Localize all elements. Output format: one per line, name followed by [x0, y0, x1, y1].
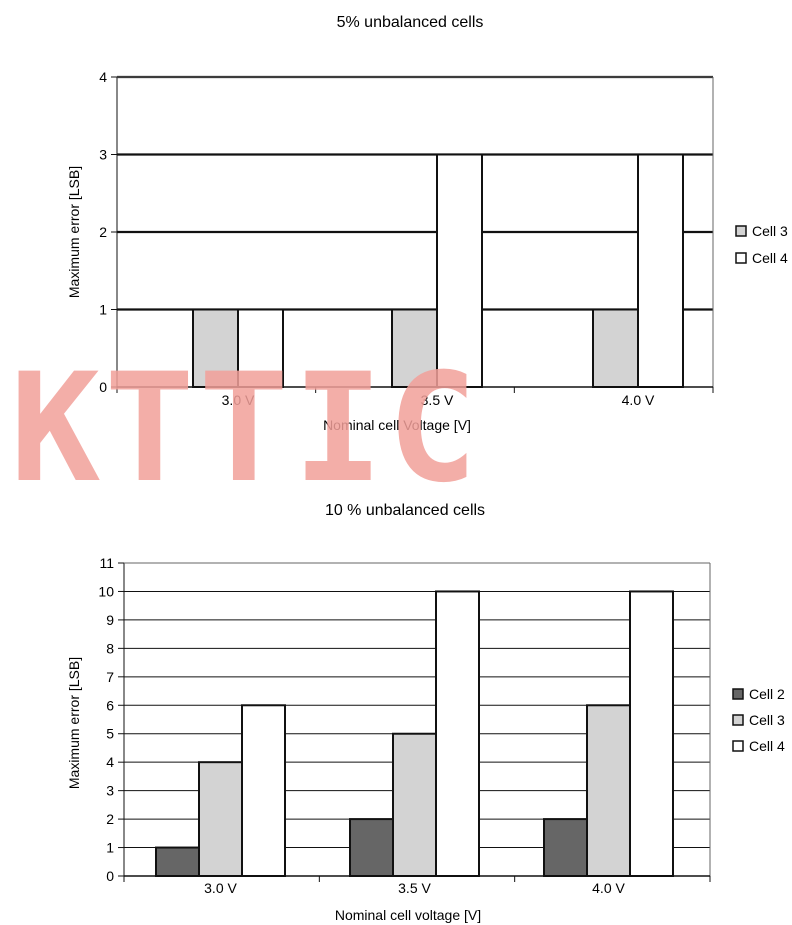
y-tick-label: 2	[106, 811, 114, 827]
y-tick-label: 3	[106, 783, 114, 799]
bar-cell-3-2	[592, 308, 639, 388]
legend: Cell 3 Cell 4	[735, 223, 788, 266]
axes: 0 1 2 3 4 3.0 V 3.5 V 4.0 V	[99, 69, 714, 408]
legend-swatch	[735, 225, 747, 237]
legend-label: Cell 4	[749, 738, 785, 754]
y-tick-label: 2	[99, 224, 107, 240]
legend-swatch	[732, 714, 744, 726]
x-tick-label: 3.5 V	[421, 392, 454, 408]
chart-bottom: 10 % unbalanced cells Maximum error [LSB…	[66, 502, 785, 923]
watermark-text: KTTIC	[10, 342, 482, 516]
bar-cell-2-2	[543, 818, 588, 877]
legend-swatch	[732, 740, 744, 752]
bar-cell-3-0	[198, 761, 243, 878]
legend-label: Cell 2	[749, 686, 785, 702]
axes: 0 1 2 3 4 5 6 7 8 9 10 11 3.0 V 3.5 V 4.0 V	[98, 555, 711, 896]
y-tick-label: 5	[106, 726, 114, 742]
bars	[192, 153, 684, 388]
y-tick-label: 3	[99, 147, 107, 163]
legend-swatch	[732, 688, 744, 700]
legend-label: Cell 4	[752, 250, 788, 266]
bar-cell-3-1	[392, 732, 437, 878]
legend-swatch	[735, 252, 747, 264]
x-tick-label: 3.5 V	[398, 880, 431, 896]
y-tick-label: 4	[99, 69, 107, 85]
y-tick-label: 10	[98, 583, 114, 599]
legend-label: Cell 3	[752, 223, 788, 239]
y-tick-label: 4	[106, 754, 114, 770]
y-tick-label: 0	[106, 868, 114, 884]
x-tick-label: 3.0 V	[204, 880, 237, 896]
grid	[117, 75, 713, 311]
bar-cell-4-0	[241, 704, 286, 877]
bar-cell-3-2	[586, 704, 631, 877]
bar-cell-4-1	[435, 590, 480, 877]
bar-cell-4-2	[629, 590, 674, 877]
chart-top: 5% unbalanced cells Maximum error [LSB] …	[66, 14, 788, 433]
bar-cell-2-1	[349, 818, 394, 877]
bar-cell-4-2	[637, 153, 684, 388]
x-tick-label: 3.0 V	[222, 392, 255, 408]
y-tick-label: 9	[106, 612, 114, 628]
chart-title: 10 % unbalanced cells	[325, 502, 485, 519]
chart-title: 5% unbalanced cells	[337, 14, 484, 31]
legend: Cell 2 Cell 3 Cell 4	[732, 686, 785, 754]
y-tick-label: 0	[99, 379, 107, 395]
legend-label: Cell 3	[749, 712, 785, 728]
x-axis-label: Nominal cell voltage [V]	[335, 907, 481, 923]
x-tick-label: 4.0 V	[592, 880, 625, 896]
y-axis-label: Maximum error [LSB]	[66, 657, 82, 789]
y-tick-label: 11	[99, 555, 114, 571]
bars	[155, 590, 674, 878]
y-tick-label: 7	[106, 669, 114, 685]
y-tick-label: 6	[106, 697, 114, 713]
y-tick-label: 8	[106, 640, 114, 656]
y-axis-label: Maximum error [LSB]	[66, 166, 82, 298]
x-tick-label: 4.0 V	[622, 392, 655, 408]
bar-cell-2-0	[155, 846, 200, 878]
y-tick-label: 1	[99, 302, 107, 318]
x-axis-label: Nominal cell Voltage [V]	[323, 417, 471, 433]
y-tick-label: 1	[106, 840, 114, 856]
